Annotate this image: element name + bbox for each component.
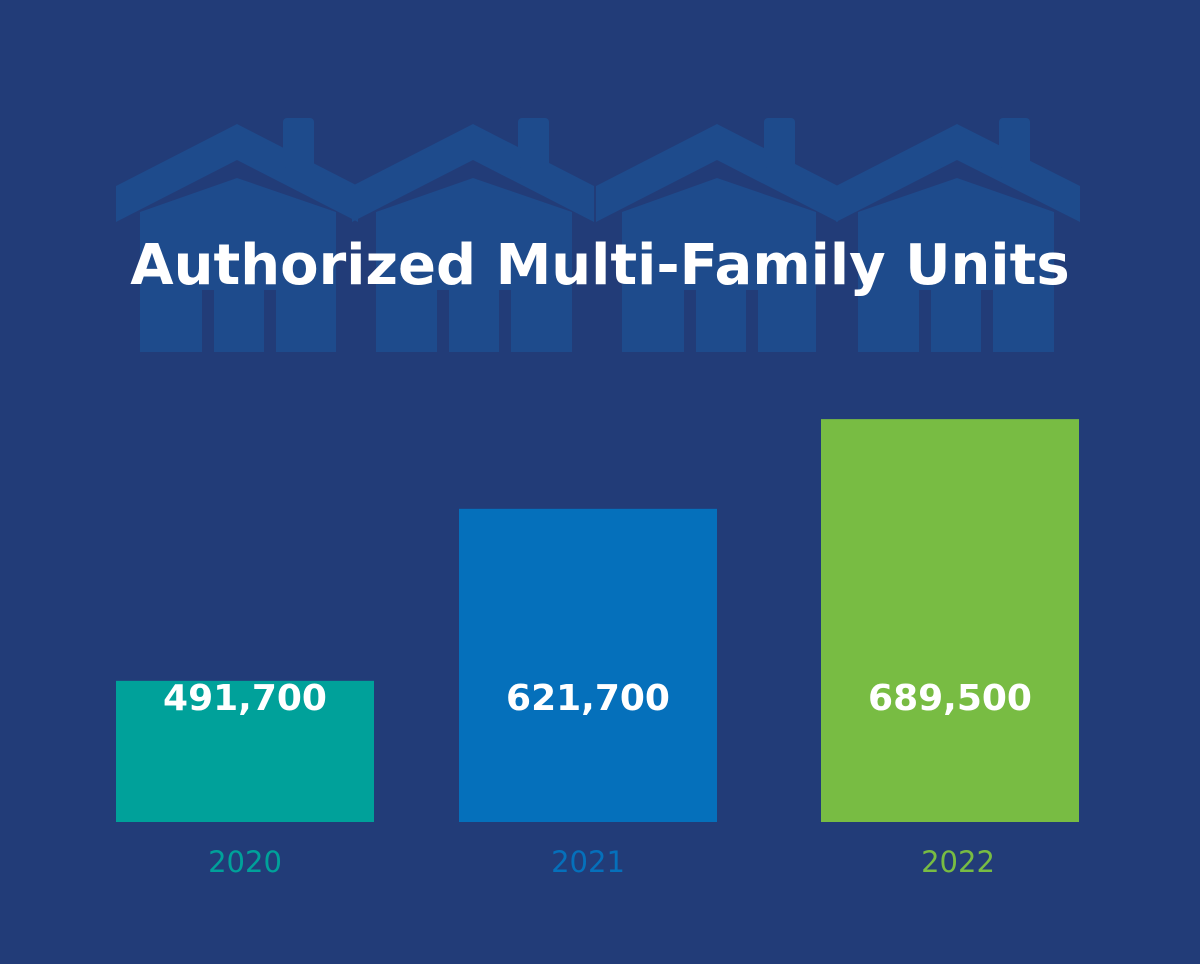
bar-2020 bbox=[116, 680, 374, 822]
house-icon bbox=[596, 118, 838, 352]
bar-2021 bbox=[459, 508, 717, 822]
house-icon bbox=[352, 118, 594, 352]
category-label: 2020 bbox=[208, 845, 282, 879]
house-icon bbox=[836, 118, 1080, 352]
chart-title: Authorized Multi-Family Units bbox=[130, 233, 1070, 298]
bar-value-label: 689,500 bbox=[868, 678, 1032, 719]
bar-value-label: 491,700 bbox=[163, 678, 327, 719]
house-icon bbox=[116, 118, 358, 352]
bar-value-label: 621,700 bbox=[506, 678, 670, 719]
bar-2022 bbox=[821, 419, 1079, 822]
category-label: 2021 bbox=[551, 845, 625, 879]
category-label: 2022 bbox=[921, 845, 995, 879]
